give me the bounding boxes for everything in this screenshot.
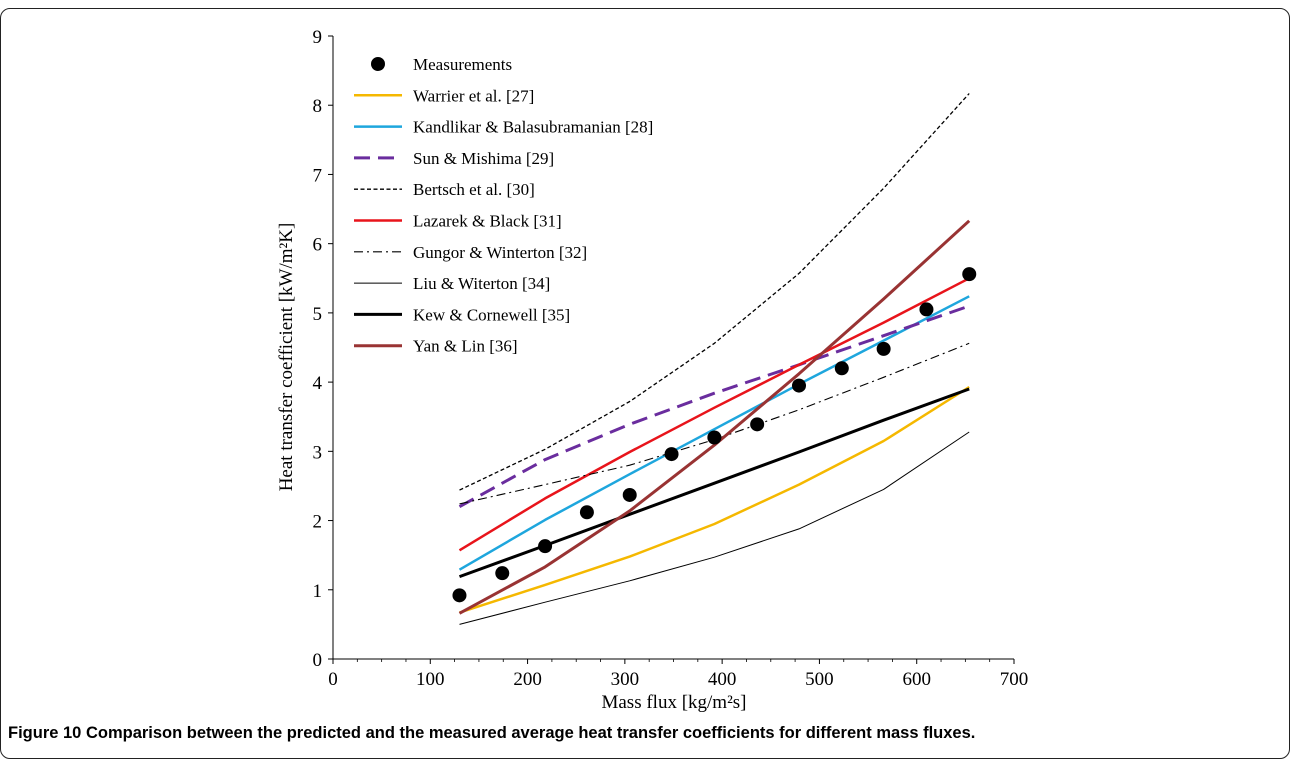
measurement-point xyxy=(791,378,806,393)
figure-caption-text: Comparison between the predicted and the… xyxy=(85,724,976,742)
series-line-gungor-winterton-32 xyxy=(459,342,970,505)
series-line-liu-witerton-34 xyxy=(459,431,970,625)
series-line-yan-lin-36 xyxy=(458,219,971,615)
x-tick-label: 600 xyxy=(902,669,931,690)
measurement-points xyxy=(452,267,977,603)
y-axis-title: Heat transfer coefficient [kW/m²K] xyxy=(276,223,297,492)
figure-frame xyxy=(0,8,1290,759)
x-tick-label: 400 xyxy=(708,669,737,690)
y-tick-label: 7 xyxy=(313,165,323,186)
legend-label-measurements: Measurements xyxy=(413,55,512,74)
x-tick-label: 0 xyxy=(328,669,338,690)
legend-label-kandlikar-balasubramanian-28: Kandlikar & Balasubramanian [28] xyxy=(413,118,653,137)
measurement-point xyxy=(579,505,594,520)
legend-label-kew-cornewell-35: Kew & Cornewell [35] xyxy=(413,305,570,324)
legend-swatch-measurements xyxy=(371,57,385,71)
x-axis-title: Mass flux [kg/m²s] xyxy=(601,692,746,713)
measurement-point xyxy=(919,302,934,317)
legend-label-yan-lin-36: Yan & Lin [36] xyxy=(413,337,518,356)
y-tick-label: 9 xyxy=(313,27,323,48)
measurement-point xyxy=(622,487,637,502)
y-tick-label: 5 xyxy=(313,304,323,325)
x-tick-label: 300 xyxy=(611,669,640,690)
series-line-lazarek-black-31 xyxy=(458,277,970,552)
y-tick-label: 2 xyxy=(313,512,323,533)
y-tick-label: 6 xyxy=(313,235,323,256)
x-tick-label: 200 xyxy=(513,669,542,690)
legend-label-warrier-et-al-27: Warrier et al. [27] xyxy=(413,86,534,105)
series-line-bertsch-et-al-30 xyxy=(459,93,970,491)
legend: Measurements Warrier et al. [27] Kandlikar… xyxy=(354,55,653,356)
measurement-point xyxy=(962,267,977,282)
y-tick-label: 8 xyxy=(313,96,323,117)
x-tick-label: 500 xyxy=(805,669,834,690)
legend-label-bertsch-et-al-30: Bertsch et al. [30] xyxy=(413,180,535,199)
series-line-warrier-et-al-27 xyxy=(459,385,970,614)
y-tick-label: 3 xyxy=(313,442,323,463)
series-line-sun-mishima-29 xyxy=(458,304,970,509)
measurement-point xyxy=(538,539,553,554)
measurement-point xyxy=(834,361,849,376)
measurement-point xyxy=(452,588,467,603)
legend-label-liu-witerton-34: Liu & Witerton [34] xyxy=(413,274,550,293)
measurement-point xyxy=(876,341,891,356)
measurement-point xyxy=(664,447,679,462)
y-tick-label: 4 xyxy=(313,373,323,394)
x-tick-label: 100 xyxy=(416,669,445,690)
legend-label-gungor-winterton-32: Gungor & Winterton [32] xyxy=(413,243,587,262)
axes: 0 100 200 300 400 500 600 700 0 1 2 3 4 5 6 7 8 9 xyxy=(313,27,1029,690)
x-tick-label: 700 xyxy=(1000,669,1029,690)
legend-label-sun-mishima-29: Sun & Mishima [29] xyxy=(413,149,554,168)
measurement-point xyxy=(750,417,765,432)
legend-label-lazarek-black-31: Lazarek & Black [31] xyxy=(413,212,562,231)
y-tick-label: 1 xyxy=(313,581,323,602)
series-line-kandlikar-balasubramanian-28 xyxy=(458,295,970,571)
measurement-point xyxy=(707,430,722,445)
figure-caption-label: Figure 10 xyxy=(8,724,82,742)
figure-caption: Figure 10 Comparison between the predict… xyxy=(8,724,975,743)
series-layer xyxy=(458,93,971,625)
y-tick-label: 0 xyxy=(313,650,323,671)
measurement-point xyxy=(495,566,510,581)
